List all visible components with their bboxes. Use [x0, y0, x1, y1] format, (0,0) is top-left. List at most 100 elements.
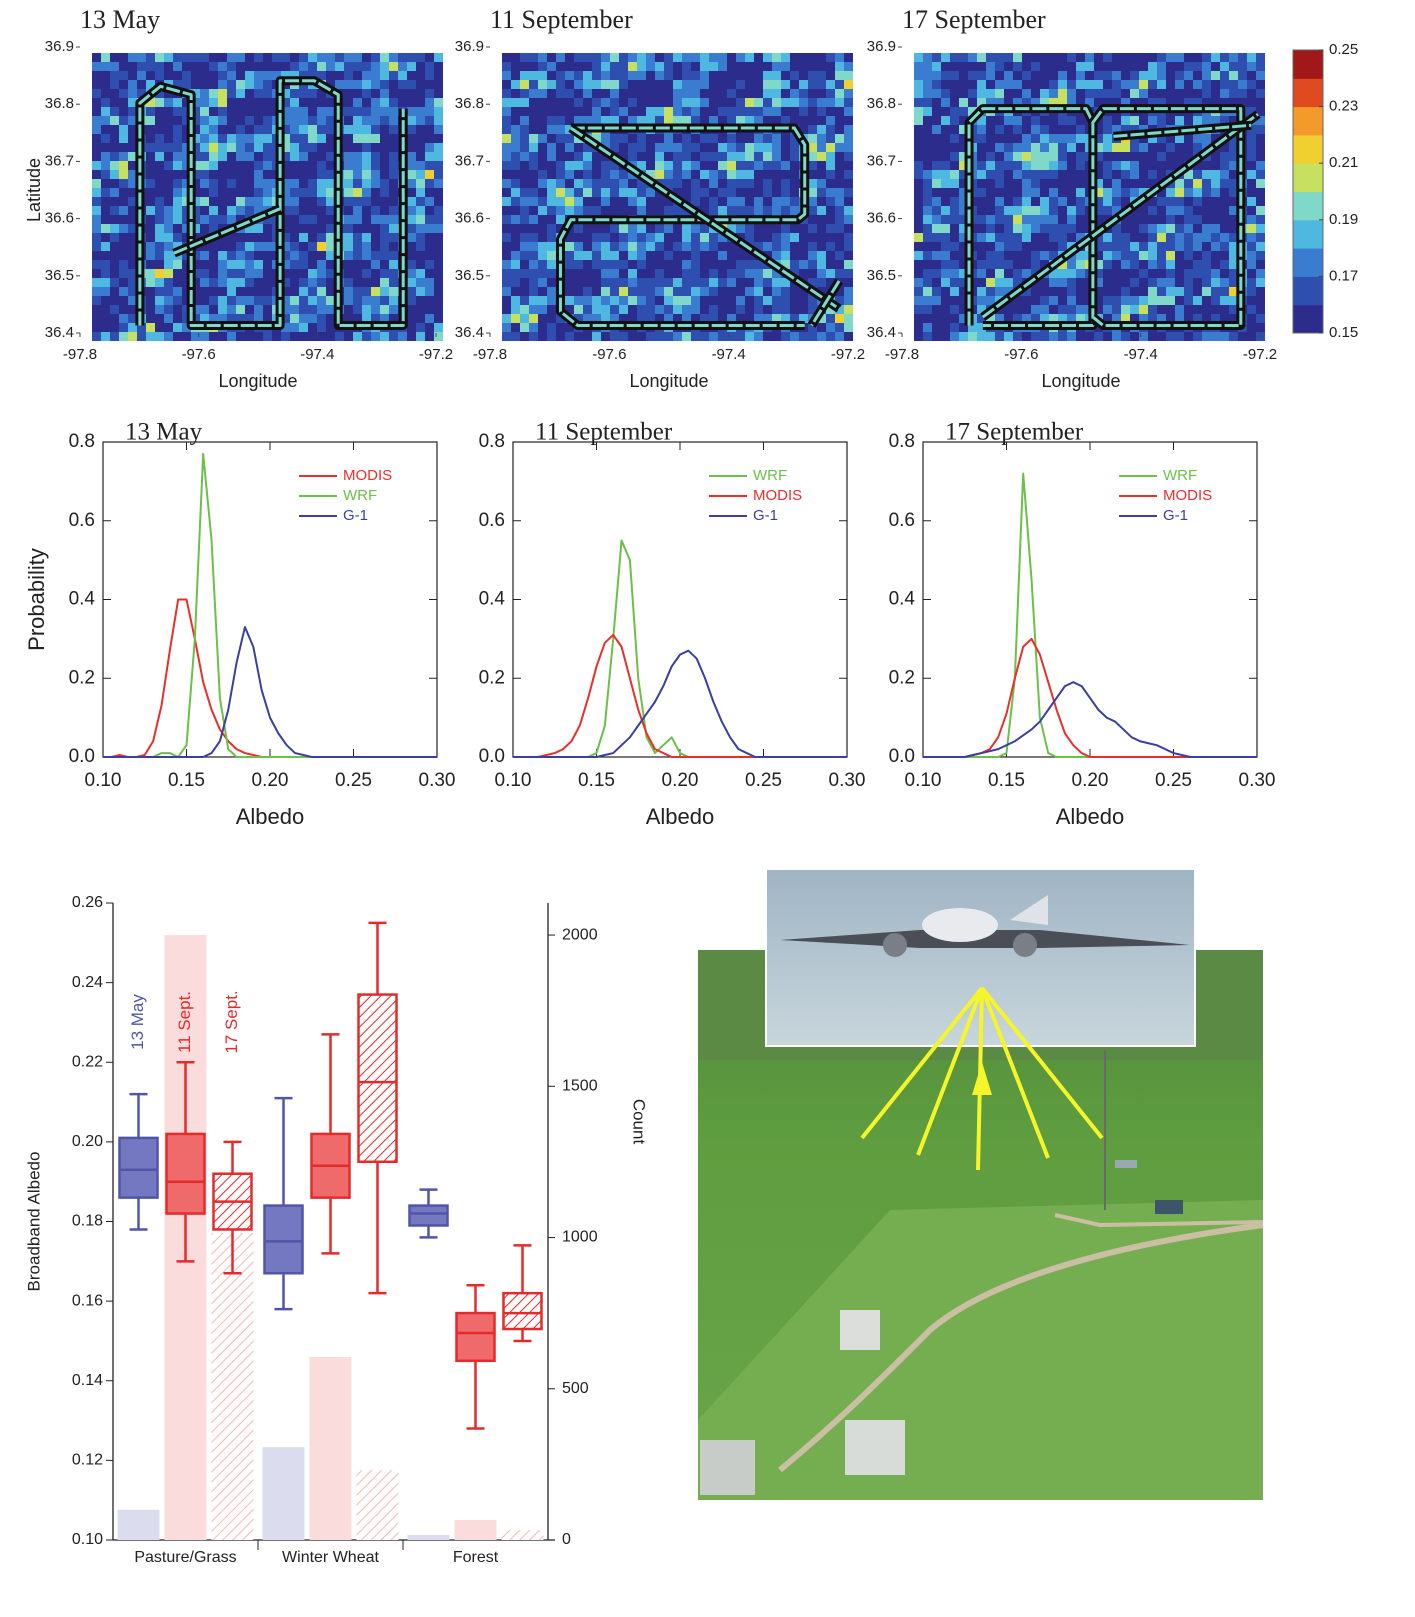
map-cell — [434, 89, 443, 98]
map-cell — [1220, 53, 1229, 62]
map-cell — [200, 170, 209, 179]
map-cell — [371, 98, 380, 107]
map-cell — [835, 224, 844, 233]
map-cell — [1202, 206, 1211, 215]
map-cell — [529, 224, 538, 233]
map-cell — [772, 197, 781, 206]
map-cell — [218, 305, 227, 314]
map-cell — [763, 206, 772, 215]
map-cell — [520, 170, 529, 179]
map-cell — [565, 53, 574, 62]
map-cell — [619, 251, 628, 260]
map-cell — [1220, 251, 1229, 260]
map-cell — [389, 170, 398, 179]
map-cell — [371, 197, 380, 206]
map-cell — [700, 80, 709, 89]
map-cell — [1139, 296, 1148, 305]
map-cell — [817, 62, 826, 71]
map-cell — [389, 242, 398, 251]
map-cell — [416, 332, 425, 341]
map-cell — [1148, 206, 1157, 215]
map-cell — [817, 107, 826, 116]
map-cell — [434, 71, 443, 80]
map-cell — [502, 260, 511, 269]
map-cell — [434, 233, 443, 242]
map-cell — [941, 296, 950, 305]
map-cell — [817, 152, 826, 161]
map-cell — [173, 116, 182, 125]
map-cell — [353, 134, 362, 143]
map-cell — [727, 197, 736, 206]
map-cell — [923, 269, 932, 278]
map-cell — [986, 80, 995, 89]
map-cell — [691, 98, 700, 107]
map-cell — [389, 98, 398, 107]
map-cell — [610, 269, 619, 278]
map-cell — [1184, 305, 1193, 314]
map-cell — [529, 233, 538, 242]
map-cell — [371, 62, 380, 71]
map-cell — [1184, 251, 1193, 260]
map-cell — [995, 161, 1004, 170]
map-cell — [344, 233, 353, 242]
map-cell — [718, 179, 727, 188]
map-cell — [146, 107, 155, 116]
map-cell — [538, 179, 547, 188]
map-cell — [1067, 233, 1076, 242]
map-cell — [574, 287, 583, 296]
map-cell — [1040, 215, 1049, 224]
map-cell — [263, 332, 272, 341]
map-cell — [727, 278, 736, 287]
map-cell — [236, 116, 245, 125]
map-cell — [380, 215, 389, 224]
map-cell — [389, 152, 398, 161]
x-tick-label: 0.25 — [335, 770, 372, 791]
map-cell — [628, 143, 637, 152]
map-cell — [110, 98, 119, 107]
map-cell — [227, 161, 236, 170]
map-cell — [1157, 62, 1166, 71]
map-cell — [950, 98, 959, 107]
map-cell — [914, 71, 923, 80]
map-cell — [583, 278, 592, 287]
map-cell — [817, 269, 826, 278]
map-cell — [914, 233, 923, 242]
map-cell — [299, 323, 308, 332]
map-cell — [941, 260, 950, 269]
heatmap-panel: -97.8-97.6-97.4-97.236.436.536.636.736.8… — [455, 5, 865, 391]
map-cell — [1112, 62, 1121, 71]
map-cell — [520, 269, 529, 278]
map-cell — [263, 179, 272, 188]
map-cell — [362, 287, 371, 296]
map-cell — [574, 62, 583, 71]
x-tick-label: -97.6 — [592, 346, 626, 363]
map-cell — [299, 278, 308, 287]
map-cell — [772, 287, 781, 296]
map-cell — [538, 278, 547, 287]
map-cell — [520, 260, 529, 269]
map-cell — [808, 242, 817, 251]
map-cell — [92, 62, 101, 71]
map-cell — [1058, 278, 1067, 287]
map-cell — [362, 224, 371, 233]
map-cell — [781, 152, 790, 161]
map-cell — [326, 62, 335, 71]
map-cell — [308, 134, 317, 143]
map-cell — [353, 251, 362, 260]
map-cell — [353, 260, 362, 269]
map-cell — [1112, 89, 1121, 98]
map-cell — [923, 332, 932, 341]
map-cell — [1004, 125, 1013, 134]
map-cell — [1211, 89, 1220, 98]
map-cell — [1148, 305, 1157, 314]
map-cell — [529, 161, 538, 170]
map-cell — [110, 242, 119, 251]
map-cell — [583, 260, 592, 269]
map-cell — [592, 251, 601, 260]
y-tick-label: 0.4 — [69, 589, 96, 610]
map-cell — [790, 251, 799, 260]
map-cell — [380, 197, 389, 206]
map-cell — [844, 152, 853, 161]
map-cell — [1004, 53, 1013, 62]
map-cell — [353, 179, 362, 188]
